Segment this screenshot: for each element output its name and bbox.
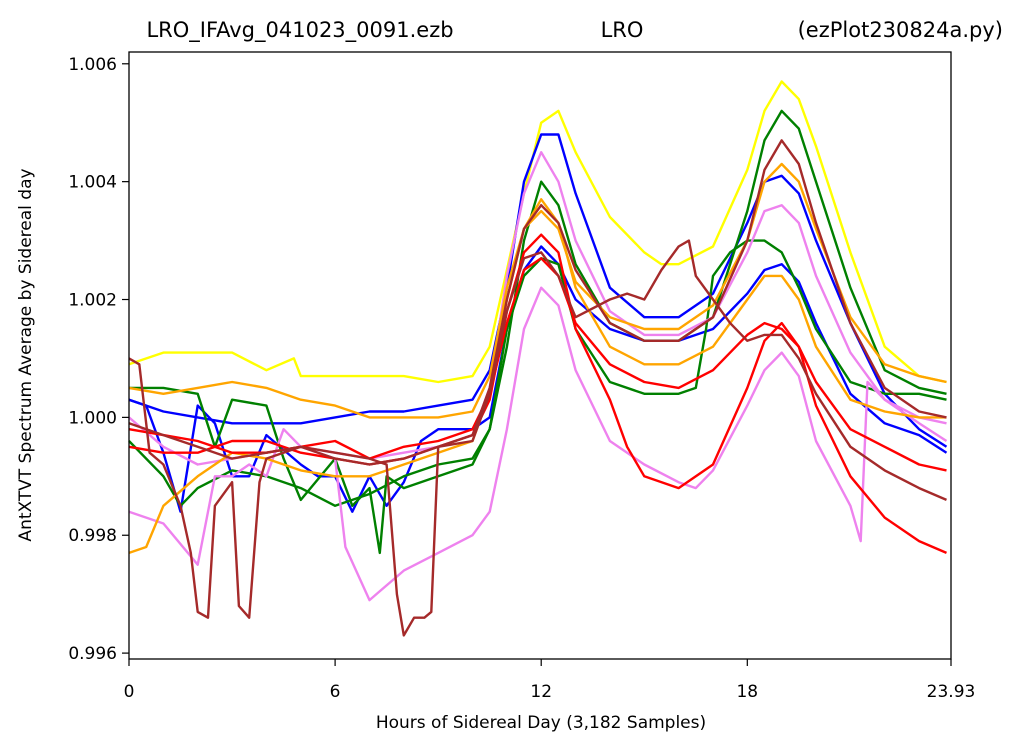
series-line-11 xyxy=(128,257,947,472)
series-layer xyxy=(128,80,948,637)
x-axis-ticks: 0 6 12 18 23.93 xyxy=(124,659,976,702)
chart-title-left: LRO_IFAvg_041023_0091.ezb xyxy=(146,18,453,43)
chart-title-center: LRO xyxy=(601,18,644,42)
plot-frame xyxy=(128,51,952,660)
y-axis-label: AntXTVT Spectrum Average by Sidereal day xyxy=(16,168,36,541)
y-tick-label: 0.996 xyxy=(68,644,117,664)
series-line-7 xyxy=(128,150,947,466)
series-line-3 xyxy=(128,245,948,513)
series-line-2 xyxy=(128,133,948,448)
y-tick-label: 1.000 xyxy=(68,408,117,428)
series-line-1 xyxy=(128,80,947,384)
y-axis-ticks: 0.996 0.998 1.000 1.002 1.004 1.006 xyxy=(68,55,129,664)
x-tick-label: 6 xyxy=(330,682,341,702)
x-axis-label: Hours of Sidereal Day (3,182 Samples) xyxy=(376,713,706,733)
x-tick-label: 12 xyxy=(530,682,552,702)
y-tick-label: 1.004 xyxy=(68,173,117,193)
y-tick-label: 0.998 xyxy=(68,526,117,546)
series-line-13 xyxy=(128,139,947,466)
chart-title-right: (ezPlot230824a.py) xyxy=(798,18,1003,42)
series-line-6 xyxy=(128,286,948,602)
series-line-12 xyxy=(128,239,947,637)
y-tick-label: 1.002 xyxy=(68,291,117,311)
series-line-9 xyxy=(128,162,947,419)
x-tick-label: 0 xyxy=(124,682,135,702)
y-tick-label: 1.006 xyxy=(68,55,117,75)
x-tick-label: 23.93 xyxy=(927,682,976,702)
series-line-4 xyxy=(129,109,947,555)
x-tick-label: 18 xyxy=(736,682,758,702)
